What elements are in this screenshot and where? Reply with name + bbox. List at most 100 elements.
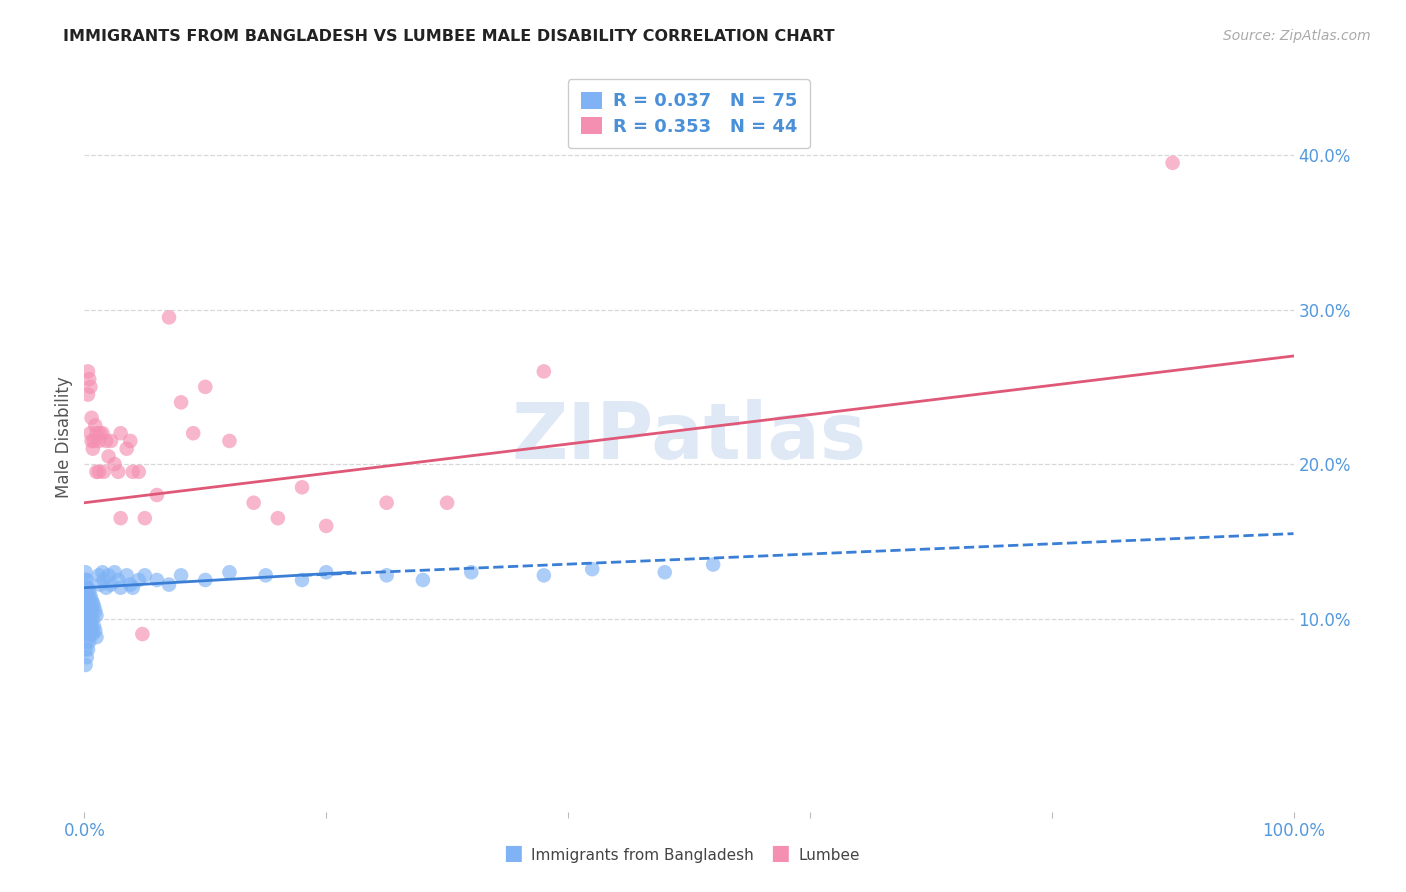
Point (134, 511, 156, 525)
Point (100, 434, 122, 448)
Point (115, 568, 138, 582)
Point (107, 573, 129, 587)
Point (1161, 156, 1184, 170)
Point (79, 599, 101, 614)
Point (75, 627, 97, 641)
Point (77, 581, 100, 595)
Point (97, 450, 120, 464)
Point (581, 562, 603, 576)
Point (83, 599, 105, 614)
Text: ■: ■ (770, 844, 790, 863)
Point (82, 596, 104, 610)
Point (76, 650, 98, 665)
Point (170, 568, 193, 582)
Point (194, 573, 217, 587)
Point (157, 310, 180, 325)
Point (79, 426, 101, 441)
Point (121, 581, 143, 595)
Point (86, 608, 108, 623)
Point (181, 426, 204, 441)
Point (93, 573, 115, 587)
Point (242, 496, 264, 510)
Point (375, 568, 398, 582)
Point (291, 573, 314, 587)
Point (702, 558, 724, 572)
Point (75, 596, 97, 610)
Point (436, 496, 458, 510)
Point (146, 488, 169, 502)
Point (76, 596, 98, 610)
Point (128, 573, 150, 587)
Point (77, 619, 100, 633)
Point (75, 612, 97, 626)
Point (170, 395, 193, 409)
Point (82, 627, 104, 641)
Point (89, 577, 111, 591)
Point (84, 604, 107, 618)
Point (87, 568, 110, 582)
Point (121, 465, 143, 479)
Point (76, 573, 98, 587)
Point (79, 627, 101, 641)
Point (76, 612, 98, 626)
Point (87, 434, 110, 448)
Point (83, 619, 105, 633)
Point (94, 581, 117, 595)
Point (267, 511, 290, 525)
Point (104, 457, 127, 471)
Point (76, 619, 98, 633)
Point (460, 566, 482, 580)
Point (77, 589, 100, 603)
Point (79, 380, 101, 394)
Text: ZIPatlas: ZIPatlas (512, 399, 866, 475)
Point (75, 581, 97, 595)
Point (120, 434, 142, 448)
Point (254, 568, 277, 582)
Point (77, 593, 100, 607)
Point (87, 465, 110, 479)
Point (76, 581, 98, 595)
Point (80, 604, 103, 618)
Point (218, 566, 240, 580)
Point (77, 634, 100, 648)
Point (110, 511, 132, 525)
Point (412, 573, 434, 587)
Point (75, 589, 97, 603)
Point (80, 410, 103, 425)
Point (82, 442, 104, 456)
Point (115, 442, 138, 456)
Point (110, 581, 132, 595)
Point (157, 577, 180, 591)
Point (80, 434, 103, 448)
Point (315, 519, 337, 533)
Text: Lumbee: Lumbee (799, 848, 860, 863)
Point (77, 364, 100, 378)
Point (84, 418, 107, 433)
Point (77, 372, 100, 386)
Point (86, 465, 108, 479)
Y-axis label: Male Disability: Male Disability (55, 376, 73, 498)
Point (375, 496, 398, 510)
Legend: R = 0.037   N = 75, R = 0.353   N = 44: R = 0.037 N = 75, R = 0.353 N = 44 (568, 79, 810, 148)
Point (76, 634, 98, 648)
Point (134, 568, 156, 582)
Point (79, 612, 101, 626)
Point (77, 604, 100, 618)
Point (110, 426, 132, 441)
Point (194, 380, 217, 394)
Point (77, 583, 100, 598)
Text: IMMIGRANTS FROM BANGLADESH VS LUMBEE MALE DISABILITY CORRELATION CHART: IMMIGRANTS FROM BANGLADESH VS LUMBEE MAL… (63, 29, 835, 44)
Point (75, 642, 97, 657)
Text: ■: ■ (503, 844, 523, 863)
Point (218, 434, 240, 448)
Point (91, 566, 114, 580)
Point (79, 589, 101, 603)
Point (80, 619, 103, 633)
Point (82, 612, 104, 626)
Point (75, 566, 97, 580)
Point (86, 426, 108, 441)
Point (77, 612, 100, 626)
Point (533, 568, 555, 582)
Point (120, 577, 142, 591)
Point (77, 642, 100, 657)
